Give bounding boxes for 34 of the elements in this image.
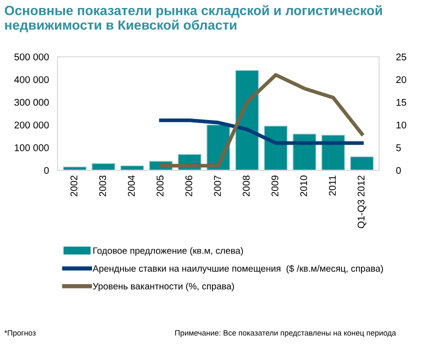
bar: [120, 165, 144, 170]
y-tick-label: 400 000: [14, 76, 49, 84]
line-series: [159, 73, 364, 168]
x-tick-label: 2008: [242, 176, 250, 196]
x-tick-label: 2010: [300, 176, 308, 196]
y2-tick-label: 25: [396, 53, 406, 60]
y2-tick-label: 0: [396, 167, 401, 174]
y-tick-label: 300 000: [14, 98, 49, 106]
x-tick-label: 2003: [99, 176, 106, 196]
bar: [264, 126, 288, 170]
line-series: [159, 118, 364, 145]
bar: [92, 163, 116, 170]
y2-tick-label: 20: [396, 76, 406, 84]
x-tick-label: 2005: [156, 176, 164, 196]
y2-tick-label: 5: [396, 144, 401, 152]
x-tick-label: 2009: [271, 176, 278, 196]
legend-label: Арендные ставки на наилучшие помещения ($ /кв.м/месяц, справа): [92, 264, 383, 274]
bar: [350, 156, 374, 170]
legend-label: Уровень вакантности (%, справа): [92, 282, 234, 292]
chart-title: Основные показатели рынка складской и логистической недвижимости в Киевской области: [4, 5, 382, 32]
legend-label: Годовое предложение (кв.м, слева): [93, 247, 243, 256]
y-tick-label: 100 000: [14, 144, 49, 152]
x-tick-label: 2006: [185, 176, 192, 196]
x-tick-label: 2007: [214, 176, 221, 196]
y-tick-label: 200 000: [14, 122, 49, 128]
y2-tick-label: 10: [396, 122, 406, 128]
x-tick-label: Q1-Q3 2012: [358, 176, 366, 228]
y2-tick-label: 15: [396, 99, 406, 106]
x-tick-label: 2002: [70, 176, 78, 196]
y-tick-label: 0: [44, 167, 49, 174]
x-tick-label: 2011: [328, 176, 336, 196]
bar: [62, 166, 87, 170]
x-tick-label: 2004: [128, 175, 135, 196]
y-tick-label: 500 000: [14, 53, 49, 60]
